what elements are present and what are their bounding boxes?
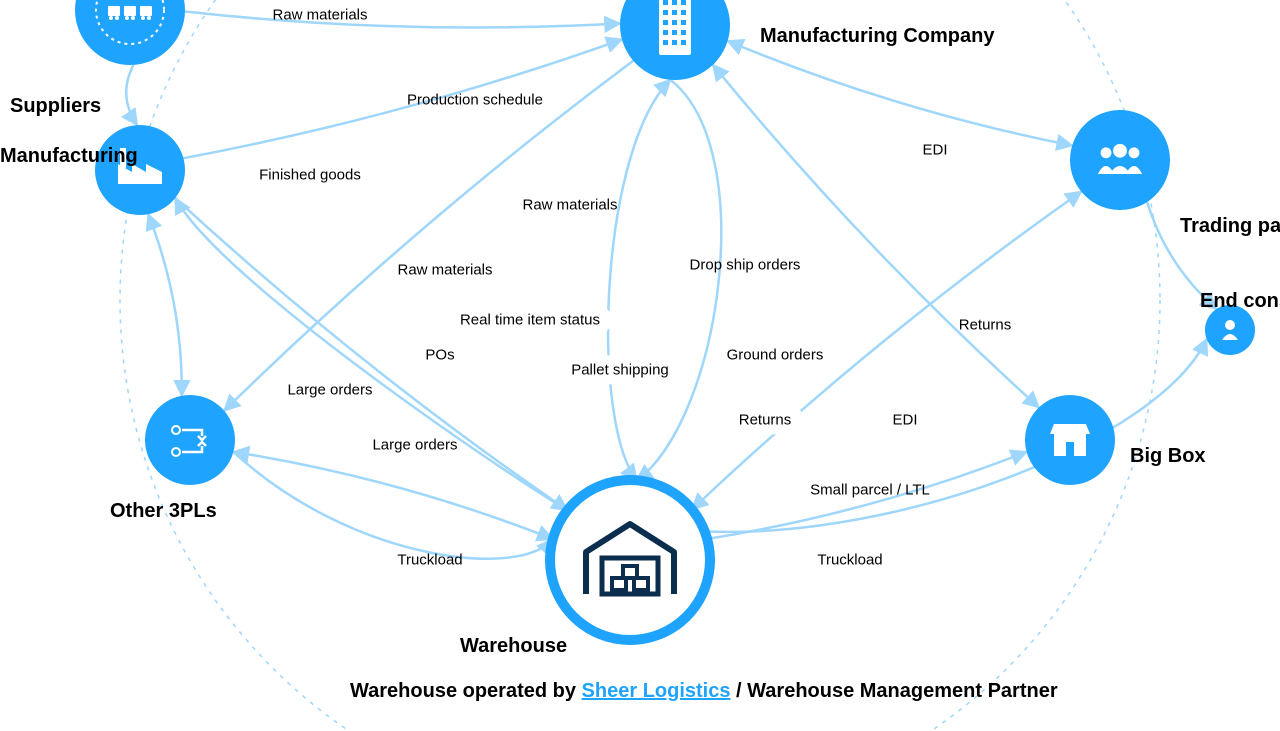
edge-label: Small parcel / LTL: [810, 481, 930, 498]
edge-label: Returns: [959, 316, 1012, 333]
building-icon: [659, 0, 691, 55]
node-label-bigbox: Big Box: [1130, 445, 1206, 468]
edge-label: Truckload: [817, 551, 882, 568]
edge-label: EDI: [922, 141, 947, 158]
caption-prefix: Warehouse operated by: [350, 680, 582, 702]
node-label-manufacturing: Manufacturing: [0, 145, 138, 168]
edge-label: Returns: [727, 405, 804, 434]
node-tpl: [145, 395, 235, 485]
node-bigbox: [1025, 395, 1115, 485]
caption-link[interactable]: Sheer Logistics: [582, 680, 731, 702]
node-label-company: Manufacturing Company: [760, 25, 994, 48]
node-label-ecomm: Trading partners: [1180, 215, 1280, 238]
node-ecomm: [1070, 110, 1170, 210]
node-label-suppliers: Suppliers: [10, 95, 101, 118]
node-manufacturing: [95, 125, 185, 215]
node-label-warehouse: Warehouse: [460, 635, 567, 658]
edge-label: Truckload: [397, 551, 462, 568]
edge-label: EDI: [892, 411, 917, 428]
edge-label: Large orders: [372, 436, 457, 453]
edge-label: Pallet shipping: [559, 355, 681, 384]
edge-label: Drop ship orders: [690, 256, 801, 273]
edge-label: POs: [425, 346, 454, 363]
node-label-end: End consumer: [1200, 290, 1280, 313]
edge-label: Ground orders: [715, 340, 836, 369]
node-label-tpl: Other 3PLs: [110, 500, 217, 523]
edge-label: Finished goods: [247, 160, 373, 189]
store-icon: [1050, 424, 1090, 456]
caption: Warehouse operated by Sheer Logistics / …: [350, 680, 1058, 703]
node-company: [620, 0, 730, 80]
node-suppliers: [75, 0, 185, 65]
edge-label: Raw materials: [522, 196, 617, 213]
edge-label: Production schedule: [407, 91, 543, 108]
caption-suffix: / Warehouse Management Partner: [730, 680, 1057, 702]
edge-label: Large orders: [287, 381, 372, 398]
diagram-stage: Warehouse operated by Sheer Logistics / …: [0, 0, 1280, 731]
edge-label: Real time item status: [448, 305, 612, 334]
edge-label: Raw materials: [397, 261, 492, 278]
edge-label: Raw materials: [272, 6, 367, 23]
node-warehouse: [550, 480, 710, 640]
